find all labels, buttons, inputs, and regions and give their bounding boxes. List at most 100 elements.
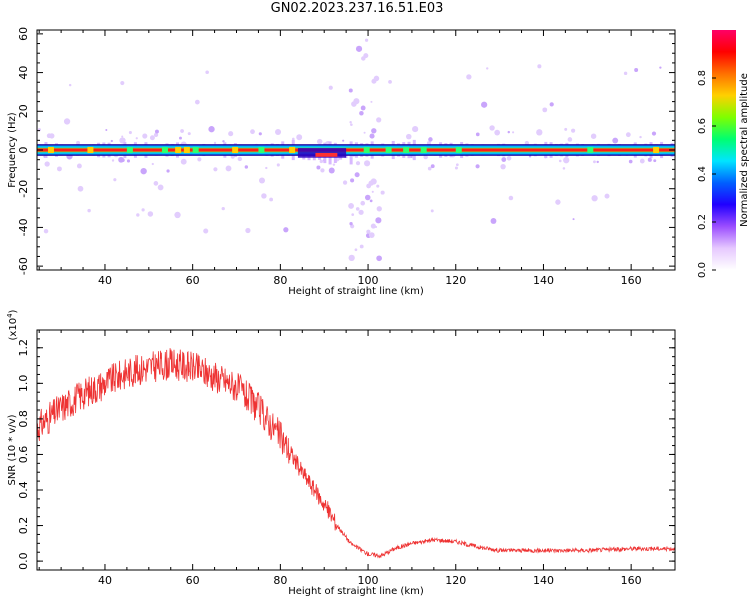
noise-speckle bbox=[412, 125, 419, 133]
noise-speckle bbox=[328, 167, 335, 174]
noise-speckle bbox=[536, 129, 543, 136]
y-axis-label: SNR (10 * v/v) bbox=[7, 414, 18, 485]
y-multiplier-close: ) bbox=[8, 309, 19, 313]
noise-speckle bbox=[350, 178, 355, 183]
band-dip-core bbox=[315, 152, 338, 157]
noise-speckle bbox=[348, 203, 354, 209]
noise-speckle bbox=[274, 128, 282, 136]
noise-speckle bbox=[228, 131, 234, 137]
noise-speckle bbox=[153, 132, 159, 137]
noise-speckle bbox=[428, 137, 433, 142]
noise-speckle bbox=[225, 165, 232, 172]
noise-speckle bbox=[369, 133, 375, 139]
band-hotspot bbox=[455, 146, 462, 154]
noise-speckle bbox=[157, 184, 164, 191]
noise-speckle bbox=[427, 166, 432, 171]
noise-speckle bbox=[371, 190, 374, 193]
noise-speckle bbox=[250, 129, 255, 135]
noise-speckle bbox=[56, 166, 62, 172]
y-tick-label: -40 bbox=[17, 218, 30, 236]
noise-speckle bbox=[128, 130, 132, 135]
noise-speckle bbox=[360, 200, 366, 206]
snr-series-line bbox=[37, 348, 675, 559]
noise-speckle bbox=[639, 135, 642, 139]
signal-band bbox=[37, 144, 675, 158]
noise-speckle bbox=[604, 193, 610, 199]
noise-speckle bbox=[380, 190, 385, 195]
noise-speckle bbox=[355, 45, 363, 52]
x-tick-label: 100 bbox=[358, 574, 379, 587]
noise-speckle bbox=[366, 183, 372, 189]
x-tick-label: 160 bbox=[621, 574, 642, 587]
noise-speckle bbox=[63, 118, 71, 125]
noise-speckle bbox=[154, 129, 159, 134]
noise-speckle bbox=[237, 156, 243, 162]
noise-speckle bbox=[430, 164, 435, 169]
noise-speckle bbox=[537, 64, 542, 69]
noise-speckle bbox=[375, 217, 382, 224]
noise-speckle bbox=[136, 213, 140, 217]
noise-speckle bbox=[111, 159, 115, 162]
colorbar-label: Normalized spectral amplitude bbox=[739, 73, 750, 227]
noise-speckle bbox=[376, 255, 382, 262]
noise-speckle bbox=[549, 102, 554, 107]
noise-speckle bbox=[355, 161, 361, 166]
noise-speckle bbox=[351, 213, 355, 216]
noise-speckle bbox=[141, 208, 145, 212]
x-tick-label: 160 bbox=[621, 274, 642, 287]
noise-speckle bbox=[147, 211, 154, 217]
noise-speckle bbox=[639, 158, 645, 164]
noise-speckle bbox=[563, 157, 570, 164]
noise-speckle bbox=[623, 71, 628, 76]
noise-speckle bbox=[507, 130, 510, 134]
x-tick-label: 40 bbox=[98, 274, 112, 287]
noise-speckle bbox=[564, 127, 568, 131]
noise-speckle bbox=[292, 137, 295, 141]
y-tick-label: 0.2 bbox=[17, 517, 30, 535]
band-hotspot bbox=[47, 146, 54, 154]
noise-speckle bbox=[332, 163, 336, 166]
noise-speckle bbox=[500, 163, 506, 170]
noise-speckle bbox=[187, 132, 191, 136]
band-hotspot bbox=[420, 146, 427, 154]
noise-speckle bbox=[179, 136, 182, 140]
noise-speckle bbox=[508, 195, 514, 201]
noise-speckle bbox=[261, 193, 267, 199]
noise-speckle bbox=[562, 167, 566, 170]
noise-speckle bbox=[590, 133, 597, 139]
noise-speckle bbox=[506, 155, 512, 161]
y-tick-label: 40 bbox=[17, 66, 30, 80]
x-axis-label: Height of straight line (km) bbox=[288, 586, 424, 597]
noise-speckle bbox=[370, 223, 376, 229]
x-tick-label: 100 bbox=[358, 274, 379, 287]
y-tick-label: 0.0 bbox=[17, 552, 30, 570]
noise-speckle bbox=[203, 228, 209, 234]
noise-speckle bbox=[43, 228, 49, 234]
band-hotspot bbox=[653, 146, 660, 154]
noise-speckle bbox=[388, 79, 392, 84]
x-tick-label: 80 bbox=[273, 574, 287, 587]
noise-speckle bbox=[555, 199, 561, 205]
plot-frame bbox=[36, 329, 676, 571]
noise-speckle bbox=[567, 137, 573, 142]
noise-speckle bbox=[350, 123, 353, 126]
noise-speckle bbox=[349, 222, 353, 226]
band-hotspot bbox=[258, 146, 265, 154]
noise-speckle bbox=[542, 107, 548, 113]
noise-speckle bbox=[359, 244, 364, 249]
band-hotspot bbox=[403, 146, 410, 154]
noise-speckle bbox=[180, 129, 184, 133]
colorbar: 0.0 0.2 0.4 0.6 0.8 Normalized spectral ampli… bbox=[697, 30, 750, 278]
noise-speckle bbox=[76, 163, 82, 169]
noise-speckle bbox=[359, 111, 364, 116]
x-tick-label: 120 bbox=[445, 274, 466, 287]
x-tick-label: 140 bbox=[533, 274, 554, 287]
noise-speckle bbox=[320, 168, 325, 173]
colorbar-bar bbox=[712, 30, 736, 270]
noise-speckle bbox=[153, 181, 159, 186]
noise-speckle bbox=[269, 197, 274, 202]
noise-speckle bbox=[265, 166, 268, 170]
band-hotspot bbox=[587, 146, 594, 154]
noise-speckle bbox=[76, 140, 81, 145]
noise-speckle bbox=[405, 133, 412, 140]
